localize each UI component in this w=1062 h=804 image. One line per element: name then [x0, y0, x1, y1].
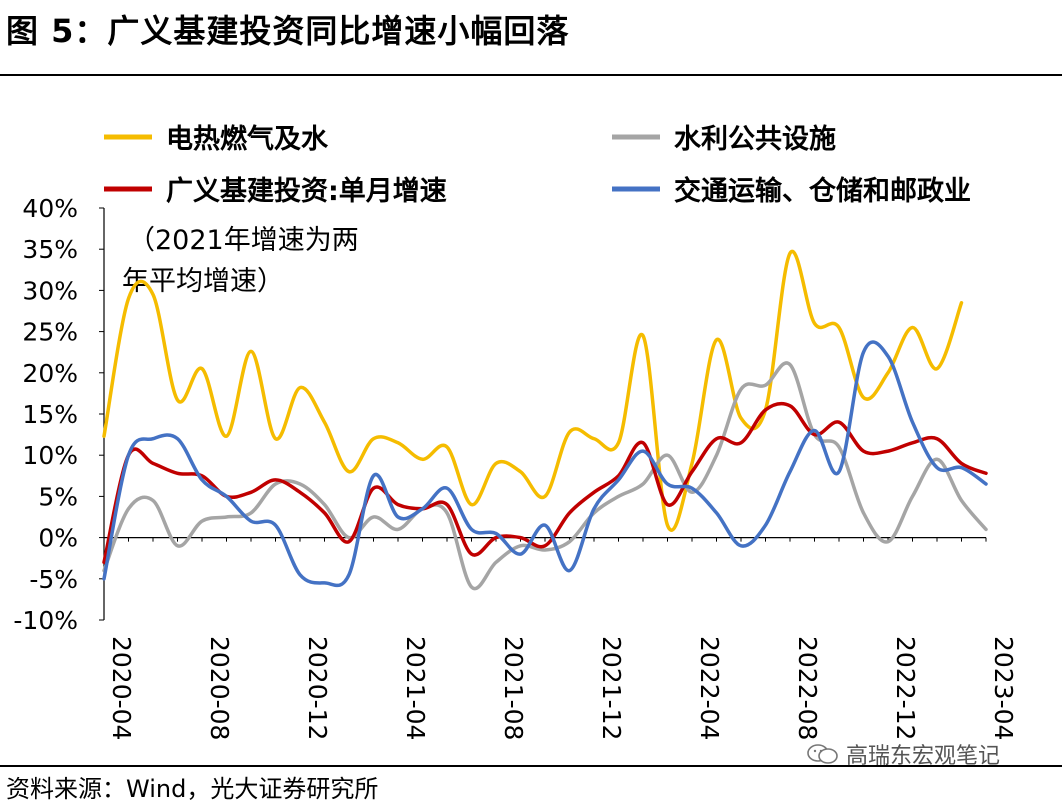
series-lines: [102, 249, 988, 591]
legend-label-3: 交通运输、仓储和邮政业: [674, 175, 971, 207]
x-tick-label: 2022-08: [793, 636, 822, 740]
title-divider: [0, 74, 1062, 76]
y-tick-label: -10%: [13, 606, 78, 635]
figure-title: 图 5：广义基建投资同比增速小幅回落: [6, 12, 570, 50]
series-line-1: [102, 361, 988, 591]
annotation-line: （2021年增速为两: [128, 225, 359, 256]
y-tick-label: 30%: [22, 276, 78, 305]
annotation-line: 年平均增速）: [122, 266, 284, 297]
y-tick-label: 25%: [22, 318, 78, 347]
y-axis: -10% -5% 0% 5% 10% 15% 20% 25% 30% 35% 40%: [13, 194, 105, 635]
footer-divider: [0, 765, 1062, 767]
series-line-2: [102, 401, 988, 565]
wechat-icon: [807, 744, 838, 764]
y-tick-label: 35%: [22, 235, 78, 264]
watermark-text: 高瑞东宏观笔记: [846, 744, 1001, 769]
y-tick-label: 10%: [22, 441, 78, 470]
y-tick-label: 5%: [38, 482, 78, 511]
series-line-3: [102, 340, 988, 588]
legend-label-0: 电热燃气及水: [166, 124, 329, 155]
x-tick-label: 2022-12: [891, 636, 920, 740]
x-tick-label: 2021-04: [401, 636, 430, 740]
y-tick-label: 0%: [38, 524, 78, 553]
x-tick-label: 2023-04: [989, 636, 1018, 740]
watermark: 高瑞东宏观笔记: [806, 738, 1000, 770]
legend-label-2: 广义基建投资:单月增速: [166, 175, 447, 207]
x-tick-label: 2020-04: [107, 636, 136, 740]
legend-label-1: 水利公共设施: [674, 124, 836, 155]
x-axis: 2020-04 2020-08 2020-12 2021-04 2021-08 2021-…: [103, 536, 1018, 740]
x-tick-label: 2021-08: [499, 636, 528, 740]
y-tick-label: 20%: [22, 359, 78, 388]
x-tick-label: 2022-04: [695, 636, 724, 740]
x-tick-label: 2021-12: [597, 636, 626, 740]
y-tick-label: -5%: [29, 565, 78, 594]
x-tick-label: 2020-12: [303, 636, 332, 740]
y-tick-label: 40%: [22, 194, 78, 223]
series-line-0: [102, 249, 964, 532]
x-tick-label: 2020-08: [205, 636, 234, 740]
source-note: 资料来源：Wind，光大证券研究所: [6, 775, 379, 803]
y-tick-label: 15%: [22, 400, 78, 429]
